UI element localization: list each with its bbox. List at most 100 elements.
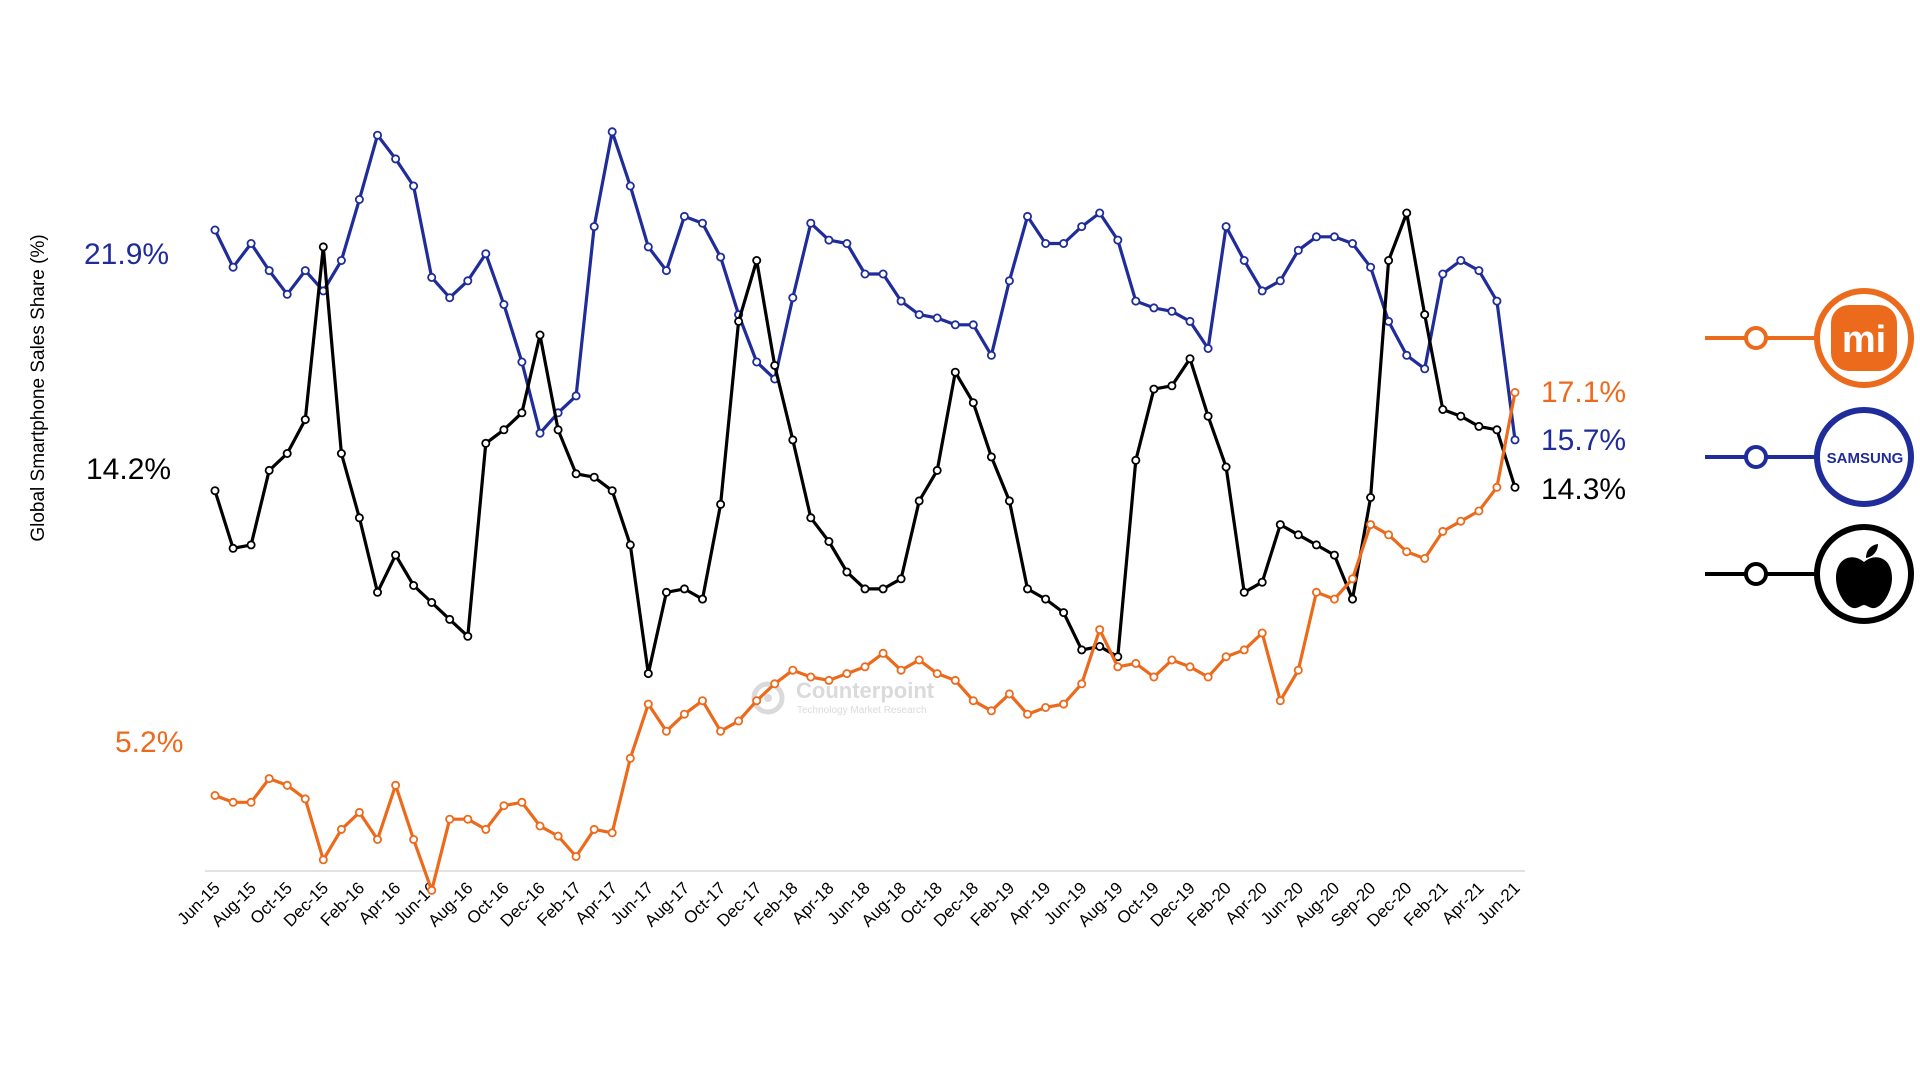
samsung-data-point [463, 276, 473, 286]
apple-data-point [318, 242, 328, 252]
legend: mi SAMSUNG [1705, 288, 1914, 624]
apple-data-point [1402, 208, 1412, 218]
samsung-series [210, 127, 1520, 445]
plot-area [210, 127, 1520, 895]
apple-data-point [1041, 594, 1051, 604]
apple-data-point [1420, 310, 1430, 320]
apple-data-point [734, 316, 744, 326]
apple-data-point [409, 581, 419, 591]
y-axis-label: Global Smartphone Sales Share (%) [28, 234, 49, 541]
apple-data-point [354, 513, 364, 523]
xiaomi-data-point [752, 696, 762, 706]
xiaomi-data-point [932, 669, 942, 679]
samsung-data-point [698, 218, 708, 228]
xiaomi-data-point [1203, 672, 1213, 682]
samsung-data-point [300, 266, 310, 276]
xiaomi-data-point [1185, 662, 1195, 672]
samsung-data-point [210, 225, 220, 235]
apple-data-point [698, 594, 708, 604]
xiaomi-data-point [1131, 658, 1141, 668]
xiaomi-data-point [1149, 672, 1159, 682]
samsung-data-point [625, 181, 635, 191]
xiaomi-data-point [860, 662, 870, 672]
watermark-name: Counterpoint [796, 678, 935, 703]
samsung-data-point [806, 218, 816, 228]
apple-data-point [1023, 584, 1033, 594]
xiaomi-data-point [246, 797, 256, 807]
apple-data-point [788, 435, 798, 445]
xiaomi-data-point [914, 655, 924, 665]
xiaomi-data-point [409, 835, 419, 845]
xiaomi-data-point [679, 709, 689, 719]
samsung-logo-text: SAMSUNG [1827, 450, 1904, 467]
samsung-data-point [427, 272, 437, 282]
samsung-data-point [679, 211, 689, 221]
apple-data-point [535, 330, 545, 340]
samsung-data-point [1059, 238, 1069, 248]
apple-data-point [589, 472, 599, 482]
xiaomi-data-point [571, 852, 581, 862]
apple-data-point [300, 415, 310, 425]
apple-data-point [1293, 530, 1303, 540]
apple-data-point [372, 587, 382, 597]
xiaomi-data-point [535, 821, 545, 831]
xiaomi-data-point [788, 665, 798, 675]
samsung-data-point [282, 289, 292, 299]
samsung-data-point [1293, 245, 1303, 255]
xiaomi-data-point [1113, 662, 1123, 672]
samsung-data-point [354, 194, 364, 204]
xiaomi-data-point [842, 669, 852, 679]
xiaomi-data-point [1239, 645, 1249, 655]
xiaomi-data-point [372, 835, 382, 845]
apple-data-point [1456, 411, 1466, 421]
xiaomi-data-point [716, 726, 726, 736]
samsung-data-point [1077, 222, 1087, 232]
samsung-end-label: 15.7% [1541, 424, 1626, 457]
samsung-data-point [716, 252, 726, 262]
samsung-data-point [589, 222, 599, 232]
xiaomi-data-point [1059, 699, 1069, 709]
samsung-data-point [1402, 350, 1412, 360]
samsung-data-point [571, 391, 581, 401]
apple-data-point [463, 631, 473, 641]
xiaomi-data-point [499, 801, 509, 811]
apple-data-point [878, 584, 888, 594]
apple-data-point [1329, 550, 1339, 560]
samsung-data-point [1149, 303, 1159, 313]
samsung-data-point [1275, 276, 1285, 286]
samsung-data-point [1510, 435, 1520, 445]
samsung-data-point [445, 293, 455, 303]
samsung-data-point [1384, 316, 1394, 326]
samsung-data-point [607, 127, 617, 137]
apple-data-point [860, 584, 870, 594]
apple-data-point [1131, 455, 1141, 465]
samsung-data-point [661, 266, 671, 276]
samsung-data-point [372, 130, 382, 140]
apple-data-point [1348, 594, 1358, 604]
samsung-data-point [517, 357, 527, 367]
apple-series [210, 208, 1520, 679]
xiaomi-data-point [1329, 594, 1339, 604]
apple-data-point [1257, 577, 1267, 587]
xiaomi-data-point [1456, 516, 1466, 526]
samsung-data-point [264, 266, 274, 276]
apple-data-point [1095, 642, 1105, 652]
xiaomi-data-point [734, 716, 744, 726]
samsung-data-point [860, 269, 870, 279]
xiaomi-data-point [318, 855, 328, 865]
xiaomi-data-point [1077, 679, 1087, 689]
samsung-data-point [1131, 296, 1141, 306]
apple-data-point [716, 499, 726, 509]
xiaomi-data-point [1510, 387, 1520, 397]
samsung-data-point [752, 357, 762, 367]
samsung-data-point [878, 269, 888, 279]
apple-data-point [571, 469, 581, 479]
samsung-data-point [1041, 238, 1051, 248]
apple-data-point [896, 574, 906, 584]
apple-data-point [679, 584, 689, 594]
apple-data-point [932, 465, 942, 475]
samsung-data-point [535, 428, 545, 438]
samsung-data-point [968, 320, 978, 330]
xiaomi-data-point [228, 797, 238, 807]
samsung-data-point [246, 238, 256, 248]
